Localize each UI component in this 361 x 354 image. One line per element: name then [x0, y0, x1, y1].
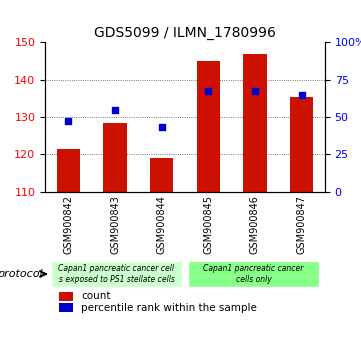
Text: GSM900845: GSM900845 [203, 195, 213, 254]
Bar [57, 149, 80, 192]
Bar [197, 61, 220, 192]
Text: GSM900846: GSM900846 [250, 195, 260, 254]
Text: percentile rank within the sample: percentile rank within the sample [82, 303, 257, 313]
Point [205, 88, 211, 94]
Point [66, 118, 71, 124]
Text: GSM900842: GSM900842 [64, 195, 73, 254]
Text: GSM900843: GSM900843 [110, 195, 120, 254]
Text: GSM900844: GSM900844 [157, 195, 167, 254]
Title: GDS5099 / ILMN_1780996: GDS5099 / ILMN_1780996 [94, 26, 276, 40]
Bar [59, 303, 73, 313]
Bar [290, 97, 313, 192]
Point [299, 92, 304, 98]
Bar [243, 54, 267, 192]
Bar [103, 123, 127, 192]
Point [252, 88, 258, 94]
Point [112, 107, 118, 113]
Text: count: count [82, 291, 111, 301]
FancyBboxPatch shape [51, 261, 182, 287]
Text: GSM900847: GSM900847 [297, 195, 306, 254]
Text: Capan1 pancreatic cancer cell
s exposed to PS1 stellate cells: Capan1 pancreatic cancer cell s exposed … [58, 264, 174, 284]
Bar [150, 158, 173, 192]
Text: protocol: protocol [0, 269, 42, 279]
Text: Capan1 pancreatic cancer
cells only: Capan1 pancreatic cancer cells only [203, 264, 304, 284]
Bar [59, 292, 73, 301]
Point [159, 124, 165, 130]
FancyBboxPatch shape [188, 261, 319, 287]
